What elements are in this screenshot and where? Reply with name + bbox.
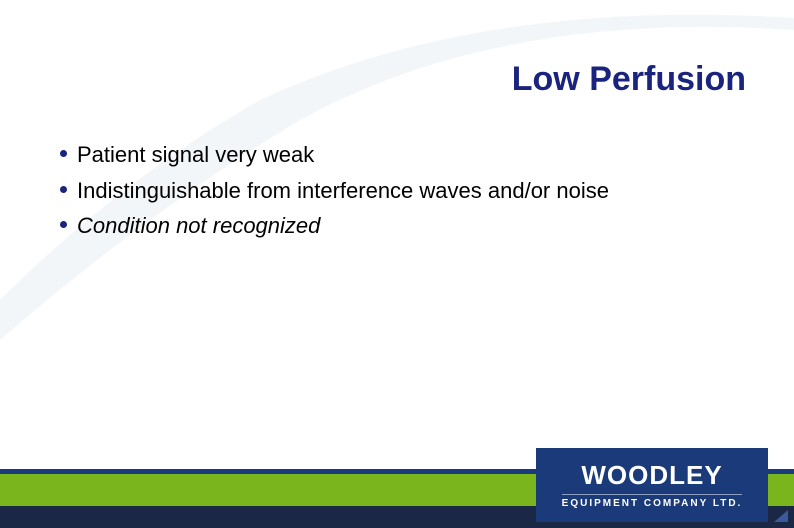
slide-footer: WOODLEY EQUIPMENT COMPANY LTD. <box>0 442 794 528</box>
bullet-icon <box>60 186 67 193</box>
footer-triangle-icon <box>774 510 788 522</box>
bullet-text: Condition not recognized <box>77 211 320 241</box>
slide-title: Low Perfusion <box>512 60 746 99</box>
list-item: Indistinguishable from interference wave… <box>60 176 734 206</box>
list-item: Condition not recognized <box>60 211 734 241</box>
bullet-icon <box>60 221 67 228</box>
bullet-icon <box>60 150 67 157</box>
bullet-list: Patient signal very weak Indistinguishab… <box>60 140 734 247</box>
company-logo: WOODLEY EQUIPMENT COMPANY LTD. <box>536 448 768 522</box>
logo-name: WOODLEY <box>581 460 722 491</box>
list-item: Patient signal very weak <box>60 140 734 170</box>
logo-subtitle: EQUIPMENT COMPANY LTD. <box>562 494 743 509</box>
bullet-text: Patient signal very weak <box>77 140 314 170</box>
bullet-text: Indistinguishable from interference wave… <box>77 176 609 206</box>
